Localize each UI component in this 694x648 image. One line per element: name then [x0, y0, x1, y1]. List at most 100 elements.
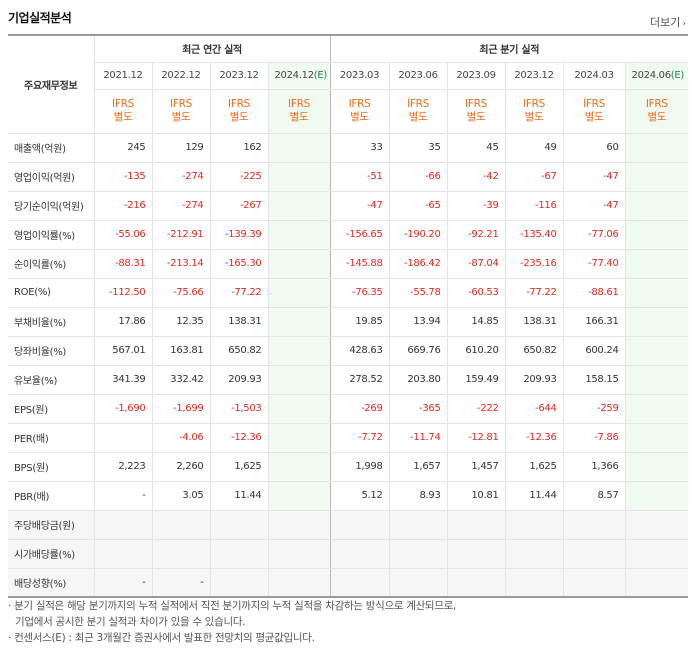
- footnote-1: · 분기 실적은 해당 분기까지의 누적 실적에서 직전 분기까지의 누적 실적…: [8, 600, 457, 612]
- gaap-label: IFRS: [407, 98, 429, 110]
- value-cell: -112.50: [93, 277, 152, 308]
- value-cell: 11.44: [209, 480, 268, 511]
- value-cell: [93, 509, 152, 540]
- table-row: 배당성향(%) - -: [8, 567, 689, 598]
- value-cell: 12.35: [151, 306, 210, 337]
- value-cell: -156.65: [329, 219, 390, 250]
- value-cell: [624, 306, 689, 337]
- gaap-label: IFRS: [228, 98, 250, 110]
- value-cell: [504, 509, 564, 540]
- gaap-scope: 별도: [350, 111, 369, 123]
- value-cell: [446, 538, 506, 569]
- value-cell: 600.24: [562, 335, 626, 366]
- value-cell: [329, 567, 390, 598]
- period-header: 2022.12: [151, 61, 210, 90]
- accounting-standard: IFRS 별도: [504, 88, 564, 134]
- value-cell: 1,366: [562, 451, 626, 482]
- value-cell: -: [93, 480, 152, 511]
- table-row: 매출액(억원) 245 129 162 33 35 45 49 60: [8, 132, 689, 163]
- value-cell: -76.35: [329, 277, 390, 308]
- value-cell: [562, 567, 626, 598]
- value-cell: 35: [388, 132, 448, 163]
- value-cell: -11.74: [388, 422, 448, 453]
- gaap-scope: 별도: [408, 111, 428, 123]
- value-cell: [562, 538, 626, 569]
- value-cell: -65: [388, 190, 448, 221]
- value-cell: [151, 538, 210, 569]
- accounting-standard: IFRS 별도: [446, 88, 506, 134]
- table-row: 시가배당률(%): [8, 538, 689, 569]
- table-row: 순이익률(%) -88.31 -213.14 -165.30 -145.88 -186.4…: [8, 248, 689, 279]
- value-cell: 1,625: [504, 451, 564, 482]
- value-cell: -1,690: [93, 393, 152, 424]
- row-label: 주당배당금(원): [8, 509, 94, 540]
- row-label: 매출액(억원): [8, 132, 94, 163]
- value-cell: [267, 567, 331, 598]
- gaap-label: IFRS: [583, 98, 605, 110]
- value-cell: [267, 277, 331, 308]
- value-cell: -7.86: [562, 422, 626, 453]
- row-label: 순이익률(%): [8, 248, 94, 279]
- value-cell: 567.01: [93, 335, 152, 366]
- gaap-scope: 별도: [466, 111, 486, 123]
- row-label: 배당성향(%): [8, 567, 94, 598]
- value-cell: [267, 538, 331, 569]
- value-cell: 8.93: [388, 480, 448, 511]
- value-cell: -259: [562, 393, 626, 424]
- table-row: 영업이익(억원) -135 -274 -225 -51 -66 -42 -67 -47: [8, 161, 689, 192]
- value-cell: 159.49: [446, 364, 506, 395]
- row-label: ROE(%): [8, 277, 94, 308]
- value-cell: 650.82: [504, 335, 564, 366]
- value-cell: [151, 509, 210, 540]
- more-link[interactable]: 더보기 ›: [650, 14, 686, 30]
- corner-label: 주요재무정보: [8, 34, 94, 134]
- row-label: 당좌비율(%): [8, 335, 94, 366]
- value-cell: [267, 306, 331, 337]
- value-cell: -51: [329, 161, 390, 192]
- value-cell: -75.66: [151, 277, 210, 308]
- value-cell: [267, 364, 331, 395]
- value-cell: 33: [329, 132, 390, 163]
- value-cell: -365: [388, 393, 448, 424]
- value-cell: [446, 567, 506, 598]
- table-row: EPS(원) -1,690 -1,699 -1,503 -269 -365 -222 -644…: [8, 393, 689, 424]
- period-label: 2023.12: [219, 70, 259, 81]
- value-cell: [209, 509, 268, 540]
- value-cell: -77.06: [562, 219, 626, 250]
- value-cell: -47: [329, 190, 390, 221]
- value-cell: 1,457: [446, 451, 506, 482]
- row-label: 유보율(%): [8, 364, 94, 395]
- value-cell: 49: [504, 132, 564, 163]
- value-cell: -222: [446, 393, 506, 424]
- period-label: 2024.12: [274, 70, 315, 81]
- gaap-scope: 별도: [524, 111, 544, 123]
- gaap-scope: 별도: [171, 111, 191, 123]
- value-cell: -1,503: [209, 393, 268, 424]
- value-cell: [624, 190, 689, 221]
- value-cell: -274: [151, 190, 210, 221]
- value-cell: -47: [562, 161, 626, 192]
- value-cell: 341.39: [93, 364, 152, 395]
- value-cell: [504, 538, 564, 569]
- value-cell: [562, 509, 626, 540]
- value-cell: -88.31: [93, 248, 152, 279]
- value-cell: 8.57: [562, 480, 626, 511]
- value-cell: 3.05: [151, 480, 210, 511]
- period-label: 2024.03: [574, 70, 614, 81]
- value-cell: -135: [93, 161, 152, 192]
- accounting-standard: IFRS 별도: [151, 88, 210, 134]
- value-cell: 650.82: [209, 335, 268, 366]
- value-cell: 209.93: [504, 364, 564, 395]
- table-row: 영업이익률(%) -55.06 -212.91 -139.39 -156.65 -190.…: [8, 219, 689, 250]
- table-row: 유보율(%) 341.39 332.42 209.93 278.52 203.80 159.…: [8, 364, 689, 395]
- value-cell: -12.36: [504, 422, 564, 453]
- value-cell: -145.88: [329, 248, 390, 279]
- value-cell: -87.04: [446, 248, 506, 279]
- value-cell: [624, 277, 689, 308]
- row-label: EPS(원): [8, 393, 94, 424]
- value-cell: -274: [151, 161, 210, 192]
- value-cell: -7.72: [329, 422, 390, 453]
- value-cell: -: [93, 567, 152, 598]
- value-cell: -4.06: [151, 422, 210, 453]
- value-cell: [504, 567, 564, 598]
